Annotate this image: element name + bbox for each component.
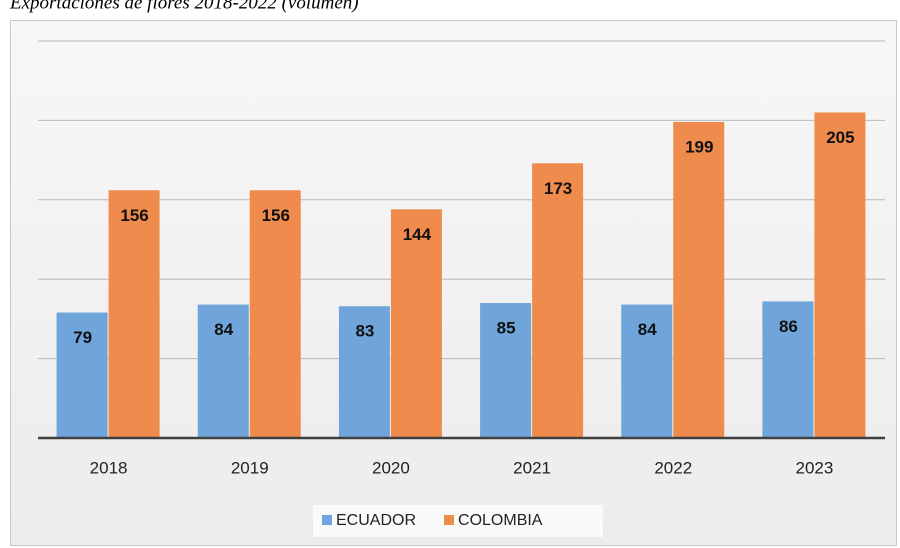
x-tick-label: 2019 (231, 458, 269, 477)
legend-swatch (322, 515, 332, 525)
data-label: 199 (685, 137, 713, 156)
x-tick-label: 2018 (90, 458, 128, 477)
data-label: 86 (779, 317, 798, 336)
bar (673, 121, 725, 438)
data-label: 83 (355, 322, 374, 341)
bar (338, 306, 390, 438)
x-tick-label: 2022 (654, 458, 692, 477)
x-tick-label: 2021 (513, 458, 551, 477)
data-label: 79 (73, 328, 92, 347)
bar (56, 312, 108, 438)
data-label: 144 (403, 225, 432, 244)
data-label: 85 (497, 319, 516, 338)
data-label: 84 (214, 320, 233, 339)
legend-label: COLOMBIA (458, 512, 543, 529)
legend-label: ECUADOR (336, 512, 416, 529)
data-label: 156 (262, 206, 290, 225)
x-tick-label: 2023 (796, 458, 834, 477)
bar (108, 190, 160, 438)
legend-box (313, 505, 603, 537)
data-label: 156 (120, 206, 148, 225)
bar (480, 303, 532, 438)
data-label: 84 (638, 320, 657, 339)
bar (814, 112, 866, 439)
bar (197, 304, 249, 438)
x-tick-label: 2020 (372, 458, 410, 477)
legend-swatch (444, 515, 455, 525)
bar (621, 304, 673, 438)
bar (249, 190, 301, 438)
data-label: 205 (826, 128, 854, 147)
bar (390, 209, 442, 438)
chart-title: Exportaciones de flores 2018-2022 (volum… (9, 0, 359, 13)
data-label: 173 (544, 179, 572, 198)
bar (762, 301, 814, 438)
bar (532, 163, 584, 438)
